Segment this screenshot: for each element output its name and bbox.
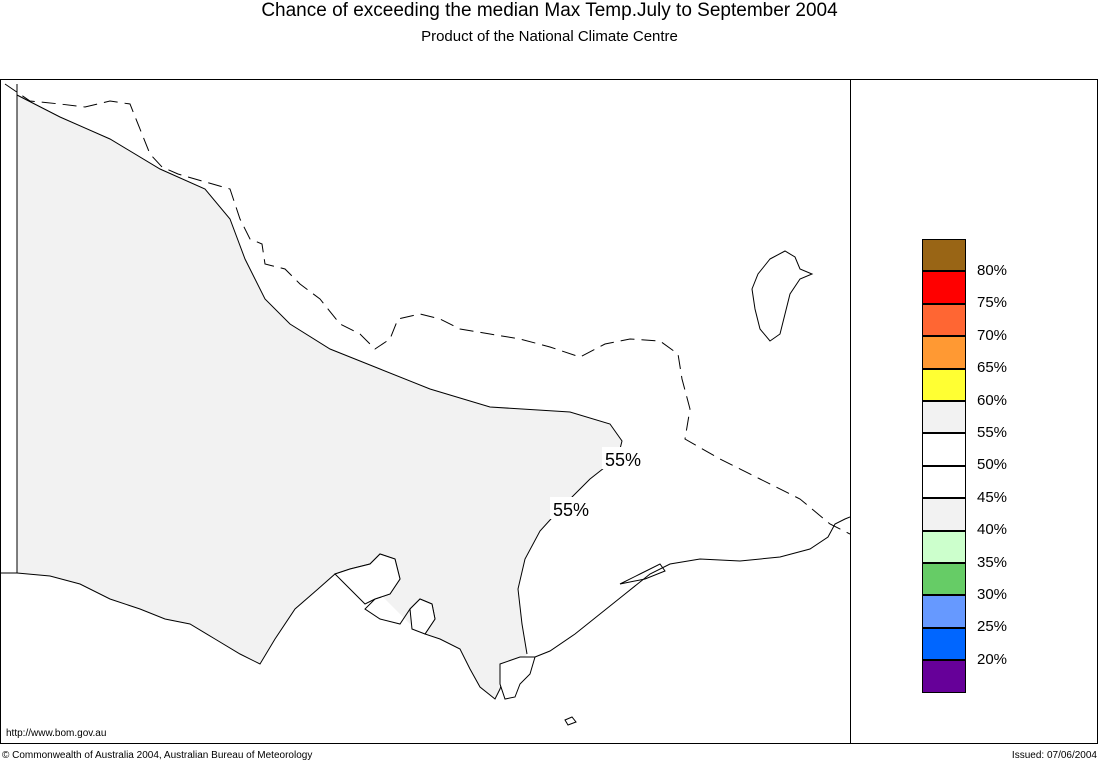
- legend-label-20: 20%: [977, 650, 1008, 668]
- nsw-border: [4, 83, 850, 535]
- contour-label-bg-2: [550, 497, 596, 519]
- legend-swatch-12: [922, 627, 966, 661]
- legend-label-60: 60%: [977, 391, 1008, 409]
- contour-label-2: 55%: [553, 500, 589, 520]
- legend-label-25: 25%: [977, 618, 1008, 636]
- legend-swatch-13: [922, 660, 966, 693]
- legend-divider: [850, 79, 851, 744]
- contour-label-1: 55%: [605, 450, 641, 470]
- legend-swatch-7: [922, 465, 966, 499]
- map-frame: [0, 79, 1098, 744]
- legend-label-75: 75%: [977, 294, 1008, 312]
- legend-label-80: 80%: [977, 262, 1008, 279]
- legend-swatch-11: [922, 595, 966, 628]
- legend-swatch-5: [922, 401, 966, 434]
- legend-label-55: 55%: [977, 424, 1008, 441]
- contour-label-bg-1: [602, 447, 648, 469]
- victoria-map: 55% 55%: [0, 83, 850, 726]
- legend-label-40: 40%: [977, 521, 1008, 539]
- map-subtitle: Product of the National Climate Centre: [421, 28, 678, 45]
- legend-swatch-10: [922, 563, 966, 596]
- wilsons-promontory: [499, 656, 536, 700]
- legend-swatch-3: [922, 336, 966, 369]
- legend-label-50: 50%: [977, 456, 1008, 474]
- small-island: [564, 716, 577, 726]
- western-port: [409, 598, 436, 635]
- legend-swatch-4: [922, 368, 966, 401]
- legend-label-45: 45%: [977, 488, 1008, 506]
- map-title: Chance of exceeding the median Max Temp.…: [261, 0, 838, 21]
- legend-swatch-8: [922, 498, 966, 531]
- legend-label-65: 65%: [977, 359, 1008, 377]
- shaded-region-55: [17, 95, 622, 699]
- legend-swatch-9: [922, 530, 966, 563]
- legend-label-35: 35%: [977, 553, 1008, 571]
- legend-swatch-6: [922, 433, 966, 466]
- legend-label-70: 70%: [977, 326, 1008, 344]
- bom-url: http://www.bom.gov.au: [6, 728, 107, 739]
- contour-55: [16, 94, 623, 655]
- port-phillip-bay: [334, 553, 401, 605]
- legend-label-30: 30%: [977, 586, 1008, 603]
- copyright-notice: © Commonwealth of Australia 2004, Austra…: [2, 750, 313, 761]
- act-region: [751, 250, 814, 342]
- issued-date: Issued: 07/06/2004: [1011, 750, 1097, 761]
- legend-swatch-2: [922, 303, 966, 337]
- gippsland-lakes: [619, 563, 666, 585]
- legend-swatch-0: [922, 239, 966, 272]
- legend-swatch-1: [922, 271, 966, 304]
